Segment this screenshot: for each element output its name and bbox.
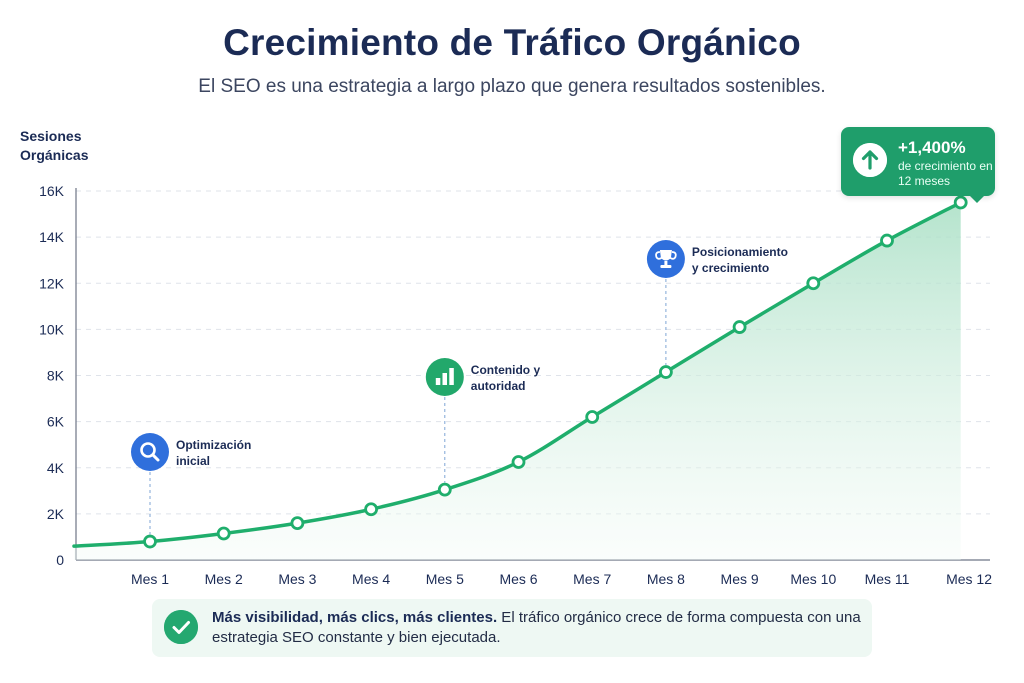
x-tick-label: Mes 4 — [352, 571, 390, 587]
growth-value: +1,400% — [898, 138, 966, 157]
area-fill — [74, 202, 961, 560]
annotation-label: Posicionamiento — [692, 245, 788, 259]
x-tick-label: Mes 3 — [278, 571, 316, 587]
growth-callout: +1,400% de crecimiento en 12 meses — [841, 127, 995, 196]
callout-pointer — [968, 194, 986, 203]
data-point — [659, 365, 673, 379]
x-tick-label: Mes 9 — [721, 571, 759, 587]
data-point — [143, 534, 157, 549]
bar-chart-icon — [425, 358, 464, 396]
annotation-label: Contenido y — [471, 363, 541, 377]
chart-title: Crecimiento de Tráfico Orgánico — [223, 22, 801, 63]
chart-subtitle: El SEO es una estrategia a largo plazo q… — [198, 76, 826, 97]
bar-chart-bar — [442, 373, 447, 385]
data-point — [732, 320, 747, 334]
y-tick-label: 6K — [47, 414, 65, 430]
data-point — [364, 502, 379, 517]
data-point — [585, 410, 600, 424]
search-lens — [140, 442, 156, 458]
x-tick-label: Mes 5 — [426, 571, 464, 587]
summary-banner: Más visibilidad, más clics, más clientes… — [152, 599, 872, 657]
y-tick-label: 10K — [39, 321, 65, 337]
search-icon — [131, 433, 169, 471]
trophy-handle — [669, 251, 677, 260]
search-handle — [151, 453, 160, 462]
data-point — [437, 482, 452, 497]
x-tick-label: Mes 12 — [946, 571, 992, 587]
x-tick-label: Mes 6 — [499, 571, 537, 587]
summary-body: El tráfico orgánico crece de forma compu… — [212, 609, 861, 646]
summary-text: Más visibilidad, más clics, más clientes… — [212, 608, 862, 648]
growth-caption: de crecimiento en 12 meses — [898, 159, 993, 188]
area-path — [74, 202, 961, 560]
data-points — [143, 195, 968, 549]
x-tick-label: Mes 7 — [573, 571, 611, 587]
data-point — [216, 526, 231, 541]
data-point — [880, 233, 894, 248]
y-tick-label: 16K — [39, 183, 65, 199]
annotation-label: y crecimiento — [692, 261, 769, 275]
data-point — [953, 195, 968, 210]
arrow-up-icon — [853, 143, 887, 177]
y-tick-label: 2K — [47, 506, 65, 522]
data-point — [806, 276, 821, 291]
y-tick-label: 8K — [47, 368, 65, 384]
annotation-label: Optimización — [176, 438, 251, 452]
annotation-label: inicial — [176, 454, 210, 468]
y-axis-label: Sesiones Orgánicas — [20, 128, 89, 163]
bar-chart-bar — [435, 378, 441, 385]
x-tick-label: Mes 2 — [205, 571, 243, 587]
x-tick-label: Mes 10 — [790, 571, 836, 587]
x-tick-label: Mes 1 — [131, 571, 169, 587]
y-tick-label: 14K — [39, 229, 65, 245]
y-tick-label: 4K — [47, 460, 65, 476]
y-tick-label: 0 — [56, 552, 64, 568]
trophy-stem — [664, 261, 668, 265]
trophy-icon — [646, 240, 685, 278]
trophy-cup — [659, 250, 672, 261]
y-tick-label: 12K — [39, 275, 65, 291]
annotations: Optimización inicial Contenido y autoridad P… — [131, 240, 788, 535]
data-point — [511, 455, 526, 469]
annotation-icon-bg — [131, 433, 169, 471]
data-point — [290, 516, 305, 530]
summary-bold: Más visibilidad, más clics, más clientes… — [212, 609, 498, 626]
check-icon — [164, 610, 198, 644]
x-tick-label: Mes 11 — [865, 571, 910, 587]
trophy-handle — [655, 251, 662, 260]
tick-labels: 0 2K 4K 6K 8K 10K 12K 14K 16K Mes 1 Mes 2 Mes 3 Mes … — [39, 183, 992, 587]
trophy-base — [660, 265, 672, 268]
bar-chart-bar — [449, 368, 454, 385]
x-tick-label: Mes 8 — [647, 571, 685, 587]
annotation-label: autoridad — [471, 379, 526, 393]
